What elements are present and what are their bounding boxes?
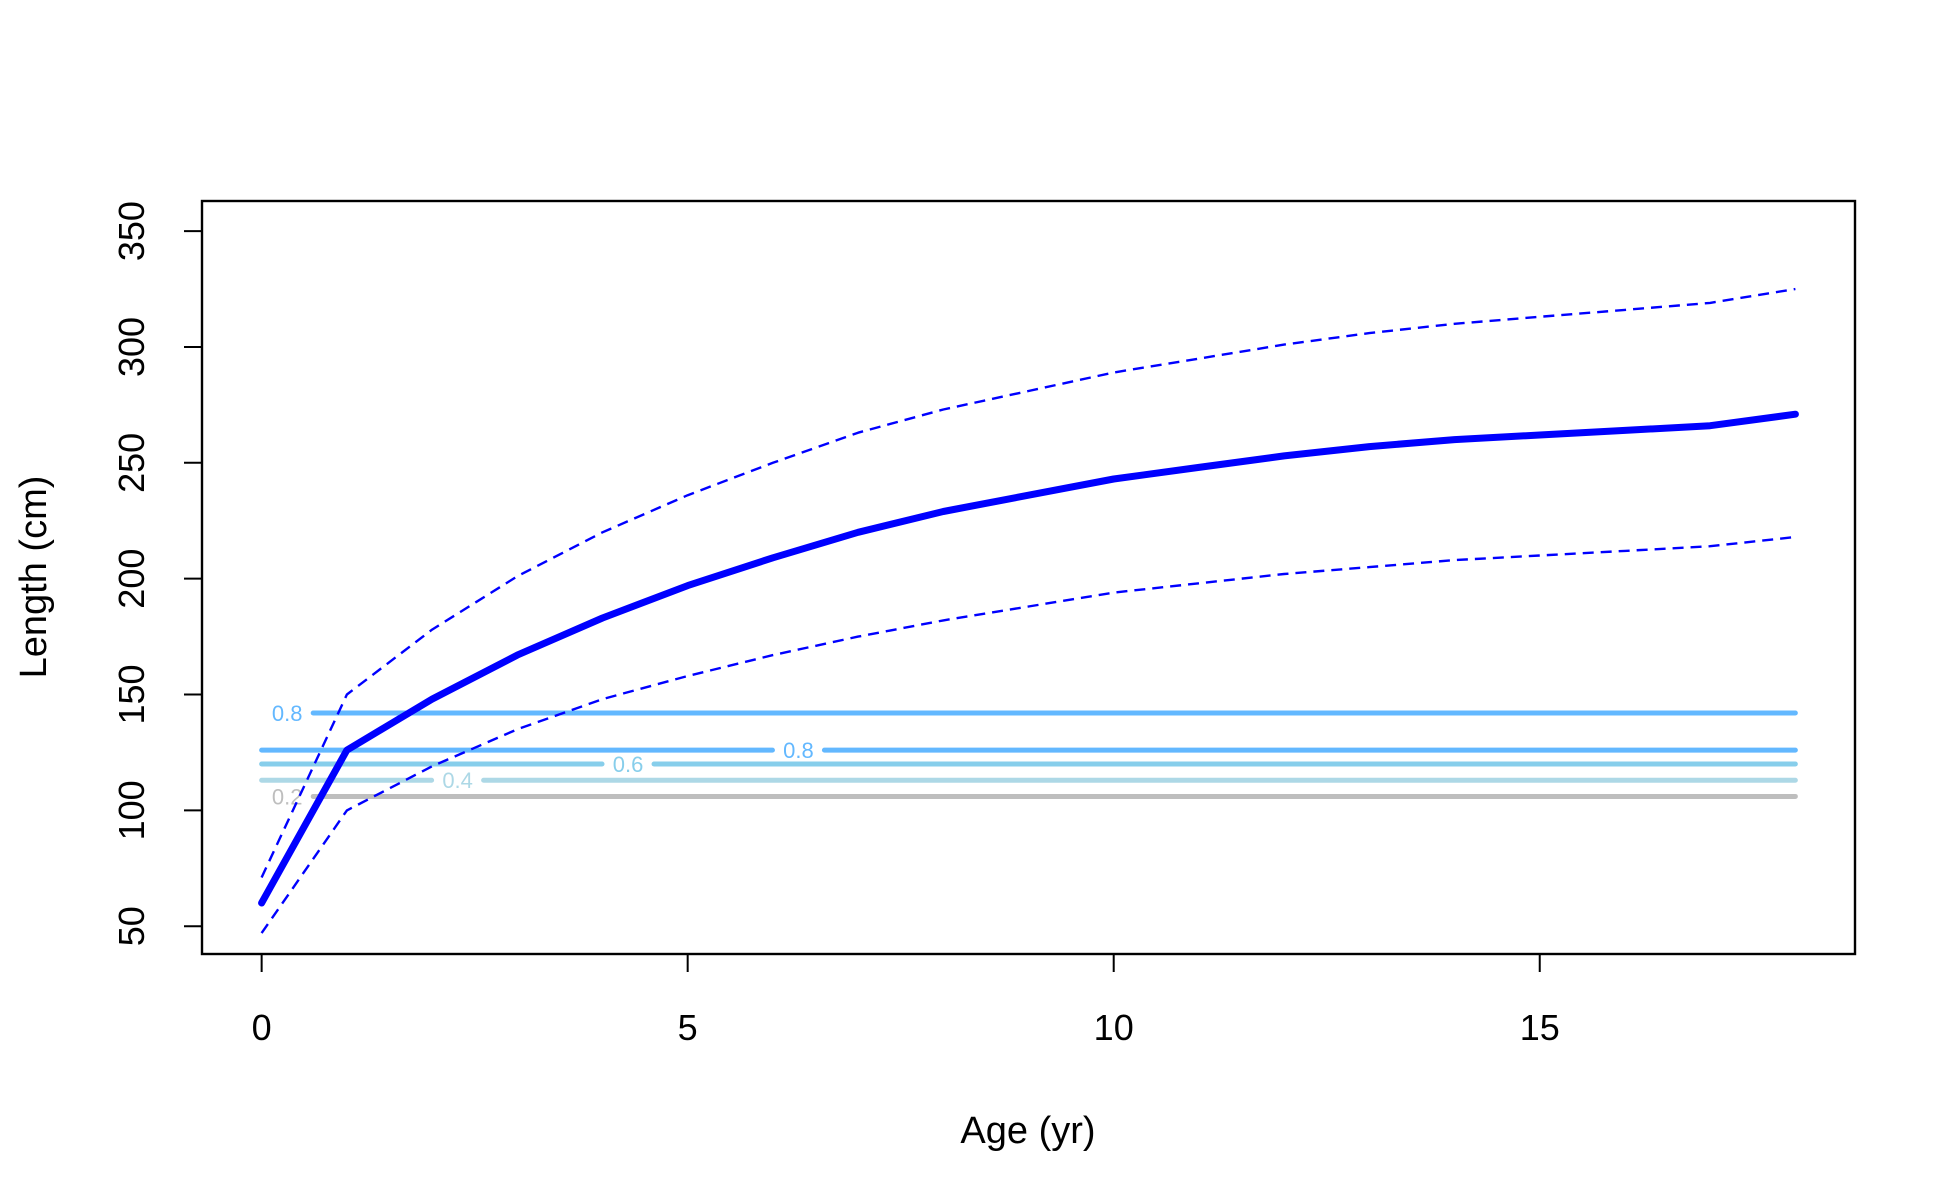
- contour-label: 0.8: [783, 738, 814, 763]
- y-tick-label: 300: [111, 317, 152, 377]
- x-tick-label: 15: [1520, 1007, 1560, 1048]
- x-axis: 0 5 10 15: [252, 953, 1560, 1048]
- y-axis-label: Length (cm): [13, 476, 55, 679]
- lower-bound-line: [260, 535, 1796, 934]
- y-tick-label: 150: [111, 664, 152, 724]
- x-axis-label: Age (yr): [960, 1110, 1095, 1152]
- y-tick-label: 100: [111, 780, 152, 840]
- contour-layer: 0.2 0.4 0.6 0.8 0.8: [259, 701, 1798, 809]
- contour-label: 0.2: [272, 784, 303, 809]
- y-tick-label: 50: [111, 906, 152, 946]
- y-tick-label: 250: [111, 433, 152, 493]
- y-tick-label: 200: [111, 549, 152, 609]
- x-tick-label: 0: [252, 1007, 272, 1048]
- upper-bound-line: [260, 287, 1796, 879]
- x-tick-label: 10: [1094, 1007, 1134, 1048]
- x-tick-label: 5: [678, 1007, 698, 1048]
- y-axis: 50 100 150 200 250 300 350: [111, 201, 203, 946]
- contour-label: 0.4: [442, 768, 473, 793]
- mean-growth-line: [258, 410, 1799, 907]
- contour-label: 0.8: [272, 701, 303, 726]
- y-tick-label: 350: [111, 201, 152, 261]
- series-layer: [258, 287, 1799, 934]
- contour-label: 0.6: [613, 752, 644, 777]
